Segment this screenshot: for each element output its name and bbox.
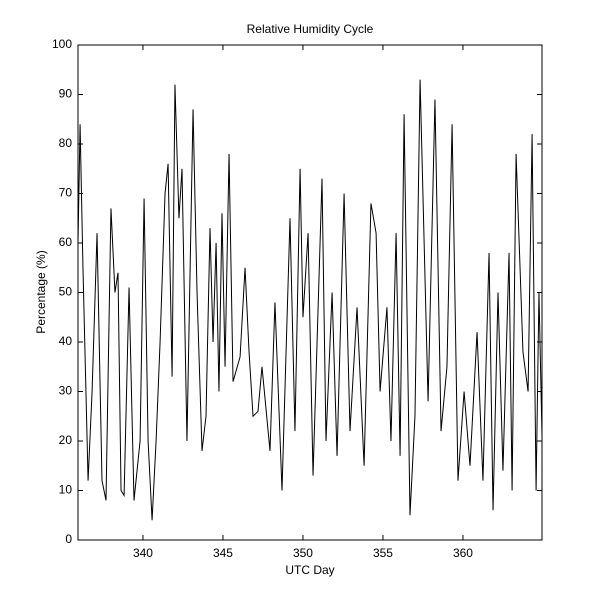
y-tick-label: 80 [59,136,73,150]
y-tick-label: 90 [59,87,73,101]
y-tick-label: 40 [59,334,73,348]
y-tick-label: 60 [59,235,73,249]
y-tick-label: 0 [65,532,72,546]
y-axis-label: Percentage (%) [34,250,48,333]
y-tick-label: 20 [59,433,73,447]
line-series [77,79,543,521]
y-tick-label: 100 [52,37,72,51]
y-tick-label: 50 [59,285,73,299]
x-axis-label: UTC Day [285,563,334,577]
chart-title: Relative Humidity Cycle [247,22,374,36]
x-tick-label: 350 [293,546,313,560]
y-tick-label: 30 [59,384,73,398]
x-tick-label: 355 [373,546,393,560]
x-tick-label: 360 [453,546,473,560]
x-tick-label: 345 [213,546,233,560]
y-tick-label: 70 [59,186,73,200]
x-tick-label: 340 [133,546,153,560]
y-tick-label: 10 [59,483,73,497]
